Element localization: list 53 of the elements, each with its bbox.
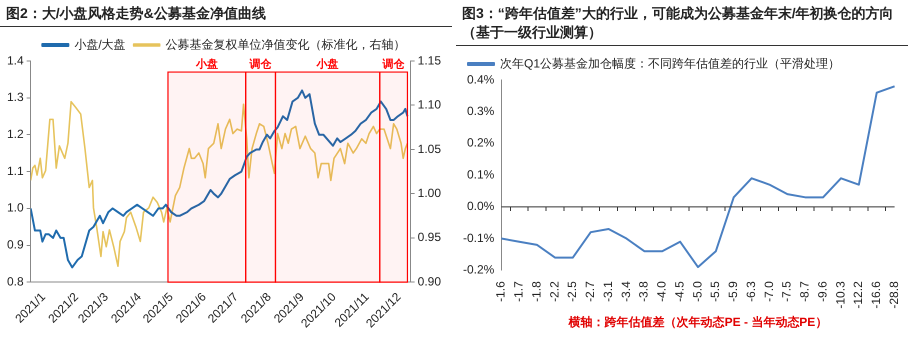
x-tick-label: -28.8	[886, 280, 901, 309]
y-tick-label: 0.2%	[466, 136, 495, 150]
x-tick-label: -3.8	[636, 280, 651, 302]
band-label: 小盘	[194, 58, 218, 71]
legend-label: 公募基金复权单位净值变化（标准化，右轴）	[166, 37, 406, 52]
x-tick-label: -1.6	[494, 280, 508, 302]
x-tick-label: -5.0	[690, 280, 704, 302]
y2-tick-label: 1.00	[418, 186, 442, 200]
y-tick-label: 0.3%	[466, 104, 495, 118]
x-tick-label: -16.6	[869, 280, 884, 309]
y2-tick-label: 1.05	[418, 142, 442, 156]
x-tick-label: -8.7	[798, 280, 812, 302]
x-tick-label: -3.4	[618, 280, 633, 302]
legend-label: 次年Q1公募基金加仓幅度：不同跨年估值差的行业（平滑处理）	[500, 56, 840, 70]
x-tick-label: -5.9	[726, 280, 740, 302]
y-tick-label: 1.0	[6, 200, 24, 215]
y-tick-label: 1.1	[6, 164, 24, 178]
x-tick-label: -1.7	[512, 280, 526, 302]
x-tick-label: -10.3	[833, 280, 848, 309]
x-tick-label: -9.6	[815, 280, 830, 302]
y-tick-label: 0.1%	[466, 167, 495, 182]
y-tick-label: -0.1%	[462, 230, 495, 245]
y-tick-label: 0.0%	[466, 199, 495, 214]
y-tick-label: 1.4	[6, 53, 24, 68]
x-tick-label: -2.2	[547, 280, 562, 302]
y-tick-label: 1.3	[6, 90, 24, 104]
y2-tick-label: 1.15	[418, 53, 442, 68]
y-tick-label: 0.8	[6, 274, 24, 288]
band-label: 调仓	[382, 58, 406, 71]
x-tick-label: -2.5	[565, 280, 580, 302]
band-label: 调仓	[248, 58, 273, 71]
y-tick-label: 1.2	[6, 127, 24, 142]
y2-tick-label: 0.95	[418, 230, 442, 244]
x-tick-label: -3.1	[600, 280, 615, 302]
x-tick-label: -1.8	[529, 280, 544, 302]
x-tick-label: -12.2	[851, 280, 866, 309]
legend-label: 小盘/大盘	[74, 37, 126, 52]
x-tick-label: -4.5	[672, 280, 686, 302]
y-tick-label: -0.2%	[462, 262, 495, 277]
x-tick-label: -7.0	[762, 280, 776, 302]
x-axis-title: 横轴：跨年估值差（次年动态PE - 当年动态PE）	[568, 315, 828, 330]
x-tick-label: -6.3	[744, 280, 758, 302]
band-label: 小盘	[316, 58, 339, 71]
x-tick-label: -5.5	[708, 280, 722, 302]
y2-tick-label: 0.90	[418, 274, 442, 288]
chart-title: 图3：“跨年估值差”大的行业，可能成为公募基金年末/年初换仓的方向（基于一级行业测算）	[456, 0, 908, 46]
y-tick-label: 0.4%	[466, 72, 495, 86]
x-tick-label: -7.5	[780, 280, 794, 302]
y-tick-label: 0.9	[6, 238, 24, 252]
x-tick-label: -2.7	[583, 280, 598, 302]
x-tick-label: -4.0	[654, 280, 669, 302]
chart-title: 图2：大/小盘风格走势&公募基金净值曲线	[0, 0, 452, 27]
y2-tick-label: 1.10	[418, 98, 442, 112]
